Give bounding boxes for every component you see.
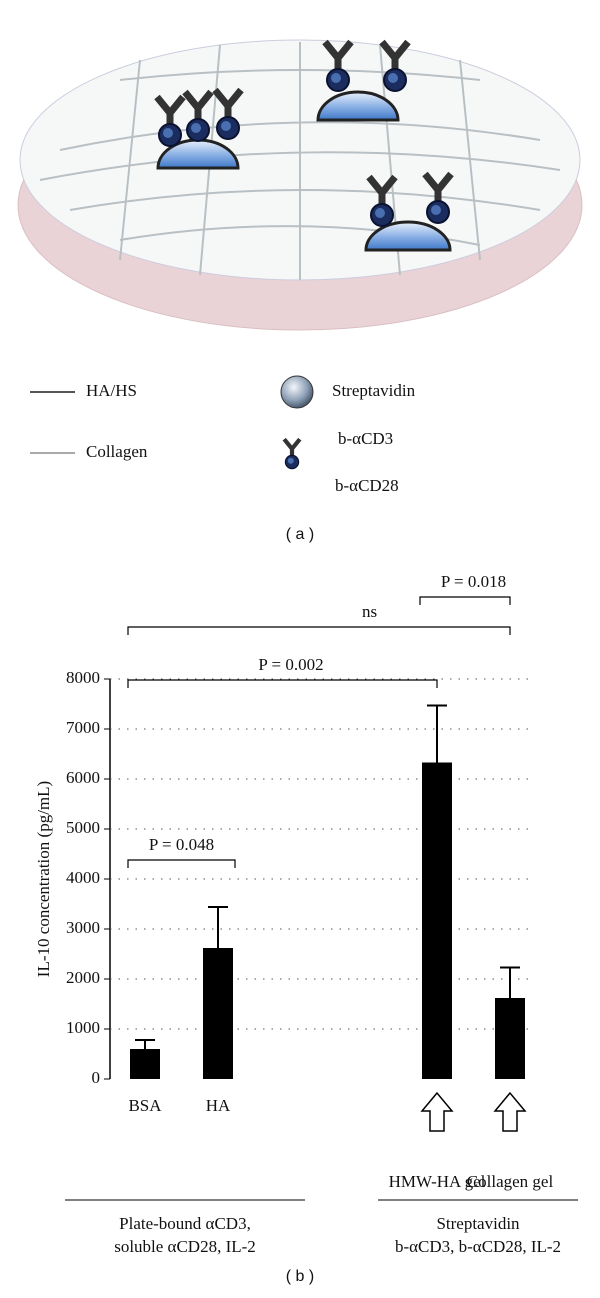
group-label: b-αCD3, b-αCD28, IL-2 (395, 1237, 561, 1256)
group-label: soluble αCD28, IL-2 (114, 1237, 256, 1256)
x-tick-label: HMW-HA gel (389, 1172, 486, 1191)
bar (130, 1049, 160, 1079)
bar (495, 998, 525, 1079)
legend-sphere (280, 375, 314, 409)
legend-text: b-αCD3 (338, 429, 393, 448)
error-bar (500, 966, 520, 998)
error-bar (208, 906, 228, 948)
bar (203, 948, 233, 1079)
bracket (127, 626, 511, 635)
y-tick-label: 7000 (66, 718, 100, 737)
legend-text: Streptavidin (332, 381, 416, 400)
x-tick-label: BSA (128, 1096, 162, 1115)
legend-text: Collagen (86, 442, 148, 461)
bracket (127, 679, 438, 688)
panel-label: ( a ) (286, 526, 314, 543)
dome (364, 174, 451, 252)
annotation: P = 0.048 (149, 835, 214, 854)
x-tick-label: HA (206, 1096, 231, 1115)
panel-label: ( b ) (286, 1268, 314, 1285)
arrow (420, 1091, 454, 1132)
gel-diagram (17, 40, 583, 331)
legend-antibody (284, 439, 300, 468)
group-label: Plate-bound αCD3, (119, 1214, 251, 1233)
legend-text: b-αCD28 (335, 476, 399, 495)
annotation: P = 0.018 (441, 572, 506, 591)
y-tick-label: 3000 (66, 918, 100, 937)
dome (316, 42, 408, 122)
y-tick-label: 1000 (66, 1018, 100, 1037)
dome (157, 90, 241, 170)
bracket (127, 859, 236, 868)
annotation: P = 0.002 (258, 655, 323, 674)
y-tick-label: 4000 (66, 868, 100, 887)
error-bar (427, 704, 447, 763)
x-tick-label: Collagen gel (467, 1172, 554, 1191)
bar (422, 762, 452, 1079)
group-label: Streptavidin (436, 1214, 520, 1233)
y-tick-label: 5000 (66, 818, 100, 837)
y-tick-label: 0 (92, 1068, 101, 1087)
annotation: ns (362, 602, 377, 621)
y-tick-label: 2000 (66, 968, 100, 987)
error-bar (135, 1039, 155, 1049)
y-tick-label: 6000 (66, 768, 100, 787)
y-tick-label: 8000 (66, 668, 100, 687)
arrow (493, 1091, 527, 1132)
legend-text: HA/HS (86, 381, 137, 400)
y-axis-label: IL-10 concentration (pg/mL) (34, 781, 53, 977)
bracket (419, 596, 511, 605)
